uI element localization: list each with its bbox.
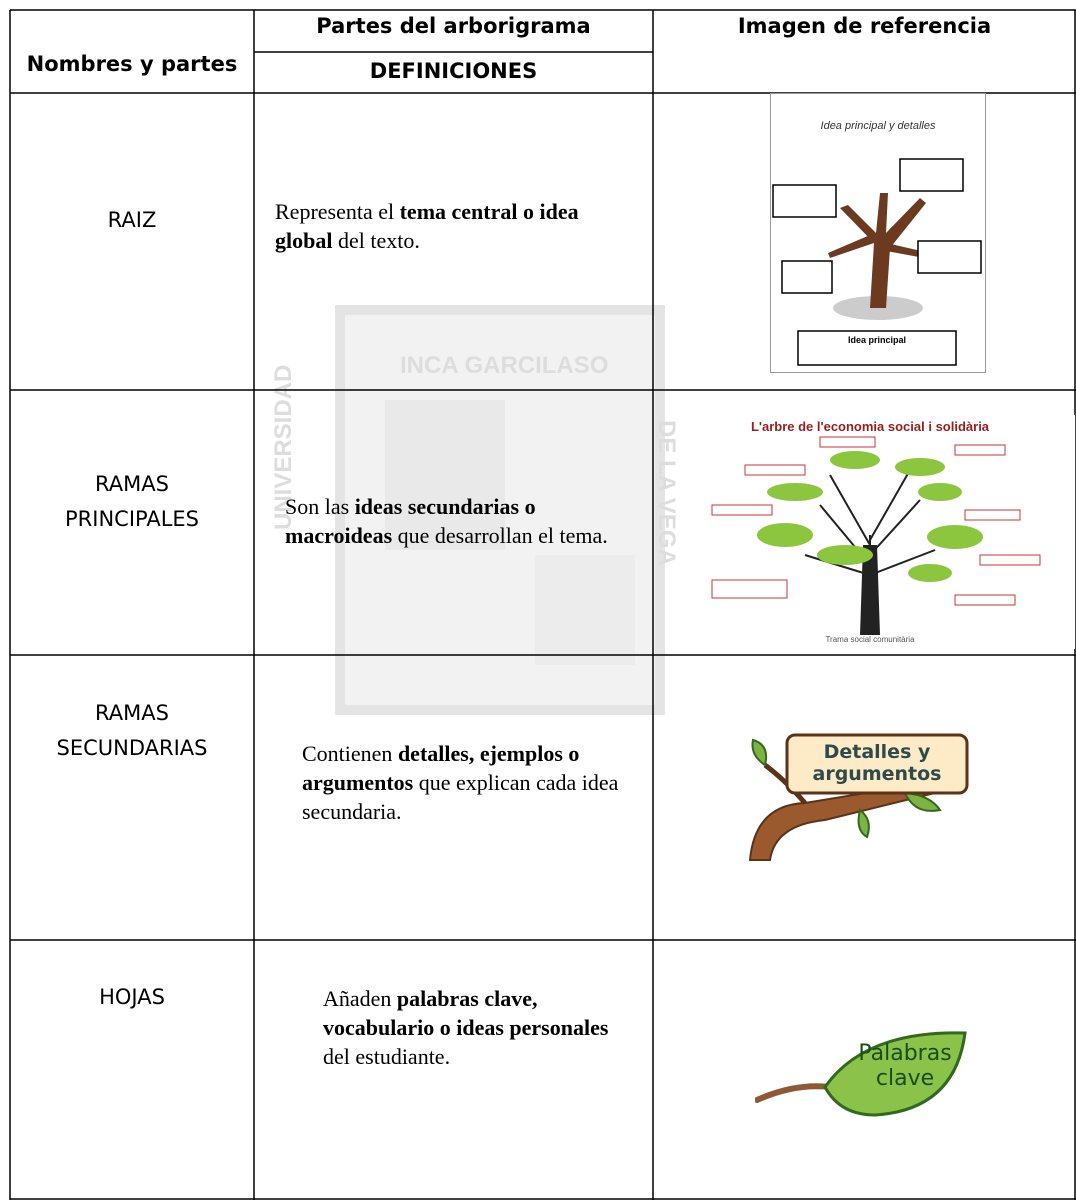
definition-text: del texto. bbox=[332, 228, 420, 253]
header-cell: Partes del arborigrama bbox=[316, 14, 591, 38]
image-title: Idea principal y detalles bbox=[821, 120, 936, 132]
definition-text: Añaden bbox=[323, 986, 397, 1011]
header-cell: Nombres y partes bbox=[26, 52, 238, 76]
definition-text: Representa el bbox=[275, 199, 400, 224]
definition: Añaden palabras clave, vocabulario o ide… bbox=[323, 984, 623, 1071]
definition-bold: detalles, ejemplos o argumentos bbox=[302, 741, 580, 795]
part-name: RAIZ bbox=[107, 208, 157, 232]
definition-text: Contienen bbox=[302, 741, 398, 766]
image-label: Trama social comunitària bbox=[825, 635, 915, 644]
definition-bold: palabras clave, vocabulario o ideas pers… bbox=[323, 986, 609, 1040]
definition-text: que desarrollan el tema. bbox=[392, 523, 608, 548]
definition-bold: ideas secundarias o macroideas bbox=[285, 494, 536, 548]
image-label: Detalles y argumentos bbox=[812, 741, 942, 785]
definition-text: del estudiante. bbox=[323, 1044, 451, 1069]
header-cell: Imagen de referencia bbox=[737, 14, 992, 38]
image-title: L'arbre de l'economia social i solidària bbox=[751, 419, 990, 434]
definition: Representa el tema central o idea global… bbox=[275, 197, 605, 255]
reference-image: Idea principal y detalles Idea principal bbox=[770, 93, 986, 373]
image-label: Palabras clave bbox=[858, 1041, 952, 1091]
watermark-text: INCA GARCILASO bbox=[400, 352, 609, 379]
part-name: RAMAS PRINCIPALES bbox=[65, 472, 199, 531]
reference-image: Palabras clave bbox=[755, 1031, 967, 1117]
reference-image: L'arbre de l'economia social i solidària… bbox=[710, 415, 1075, 649]
image-label: Idea principal bbox=[848, 335, 906, 345]
part-name: RAMAS SECUNDARIAS bbox=[56, 701, 208, 760]
watermark bbox=[335, 305, 665, 715]
reference-image: Detalles y argumentos bbox=[748, 733, 969, 861]
header-cell: DEFINICIONES bbox=[369, 59, 538, 83]
definition: Contienen detalles, ejemplos o argumento… bbox=[302, 739, 647, 826]
definition: Son las ideas secundarias o macroideas q… bbox=[285, 492, 630, 550]
definition-text: Son las bbox=[285, 494, 355, 519]
part-name: HOJAS bbox=[99, 985, 165, 1009]
definition-text: que explican cada idea secundaria. bbox=[302, 770, 619, 824]
definition-bold: tema central o idea global bbox=[275, 199, 579, 253]
